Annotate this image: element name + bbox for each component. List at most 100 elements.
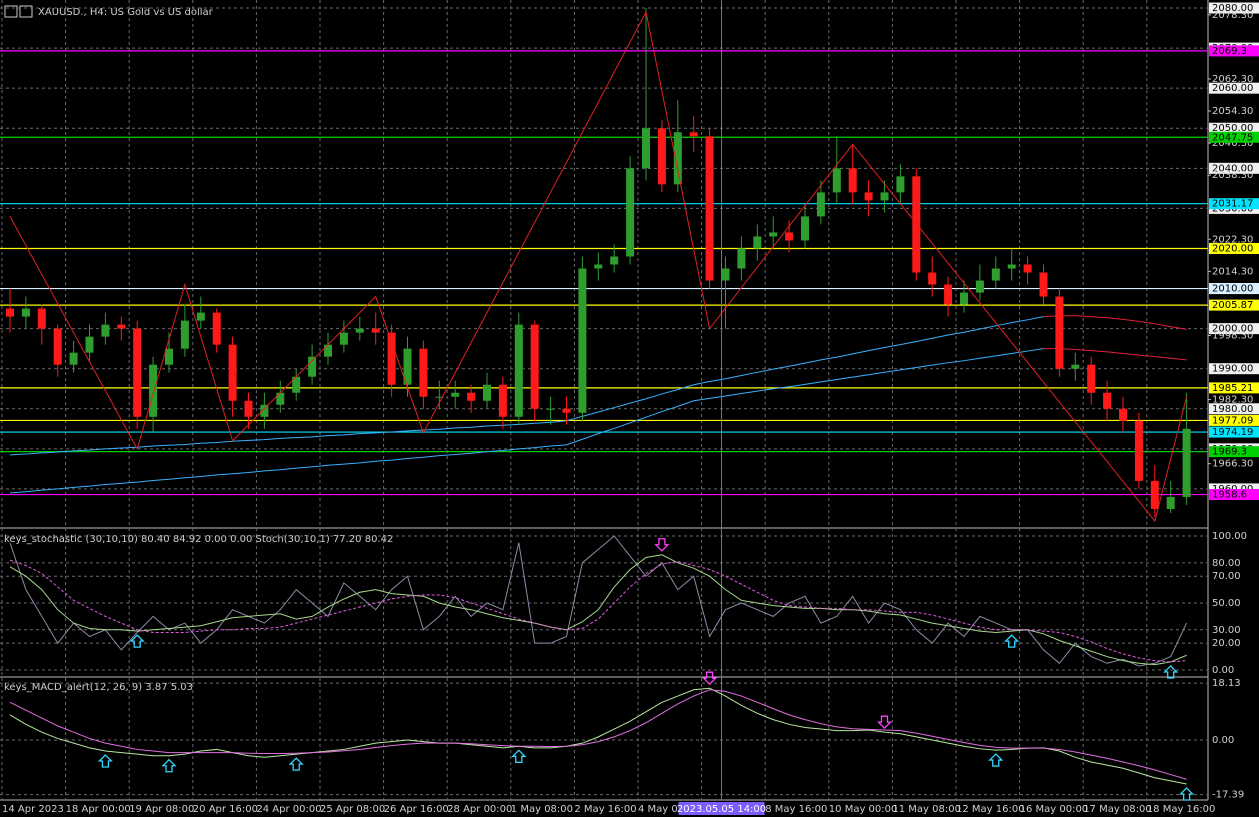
menu-icon[interactable]: [4, 5, 18, 18]
candle-body: [832, 168, 841, 193]
series-line: [1043, 348, 1187, 361]
x-tick-label: 28 Apr 00:00: [447, 804, 512, 815]
candle-body: [1055, 296, 1064, 369]
candle-body: [610, 256, 619, 265]
y-tick-label: 2060.00: [1212, 83, 1253, 94]
y-tick-box: [1209, 2, 1259, 14]
series-line: [9, 687, 1187, 785]
x-tick-label: 1 May 08:00: [511, 804, 573, 815]
level-box: [1209, 131, 1259, 143]
candle-body: [212, 312, 221, 345]
level-label: 1974.19: [1212, 427, 1253, 438]
candle-body: [657, 128, 666, 185]
candle-body: [864, 192, 873, 201]
candle-body: [37, 308, 46, 329]
candle-body: [753, 236, 762, 249]
level-label: 1985.21: [1212, 383, 1253, 394]
candle-body: [85, 336, 94, 353]
candle-body: [626, 168, 635, 257]
candle-body: [530, 324, 539, 409]
level-box: [1209, 489, 1259, 501]
candle-body: [1103, 392, 1112, 409]
candle-body: [451, 392, 460, 397]
y-tick-label: 1966.30: [1212, 459, 1253, 470]
buy-arrow: [1004, 634, 1020, 648]
y-tick-box: [1209, 162, 1259, 174]
y-tick-box: [1209, 82, 1259, 94]
series-line: [9, 689, 1187, 780]
candle-body: [562, 408, 571, 413]
x-tick-label: 17 May 08:00: [1083, 804, 1152, 815]
buy-arrow: [129, 634, 145, 648]
candle-body: [1007, 264, 1016, 269]
level-label: 1977.09: [1212, 415, 1253, 426]
y-tick-box: [1209, 323, 1259, 335]
level-box: [1209, 45, 1259, 57]
candle-body: [308, 356, 317, 377]
chart-title: XAUUSD., H4: US Gold vs US dollar: [38, 7, 214, 18]
candle-body: [1023, 264, 1032, 273]
x-tick-label: 14 Apr 2023: [2, 804, 64, 815]
y-tick-label: 20.00: [1212, 638, 1241, 649]
level-label: 2005.87: [1212, 300, 1253, 311]
y-tick-label: 80.00: [1212, 558, 1241, 569]
y-tick-label: 1990.00: [1212, 364, 1253, 375]
x-tick-label: 18 May 16:00: [1147, 804, 1216, 815]
y-tick-label: 2022.30: [1212, 234, 1253, 245]
series-line: [9, 559, 1187, 663]
panel-title: keys_stochastic (30,10,10) 80.40 84.92 0…: [4, 534, 393, 545]
candle-body: [165, 348, 173, 365]
y-tick-label: 2050.00: [1212, 123, 1253, 134]
y-tick-label: 18.13: [1212, 678, 1241, 689]
candle-body: [117, 324, 126, 329]
zigzag-line: [9, 10, 1188, 523]
level-label: 1969.3: [1212, 447, 1247, 458]
candle-body: [816, 192, 825, 217]
candle-body: [483, 384, 491, 401]
candle-body: [1182, 428, 1191, 497]
candle-body: [928, 272, 937, 285]
candle-body: [546, 408, 555, 410]
level-box: [1209, 242, 1259, 254]
candle-body: [848, 168, 857, 193]
candle-body: [705, 136, 714, 281]
level-box: [1209, 198, 1259, 210]
y-tick-box: [1209, 403, 1259, 415]
buy-arrow: [511, 749, 527, 763]
x-tick-label: 10 May 00:00: [829, 804, 898, 815]
x-tick-label: 26 Apr 16:00: [384, 804, 449, 815]
candle-body: [228, 344, 237, 401]
x-tick-label: 11 May 08:00: [892, 804, 961, 815]
candle-body: [276, 392, 285, 405]
candle-body: [387, 332, 396, 385]
x-tick-label: 8 May 16:00: [765, 804, 827, 815]
candle-body: [1071, 364, 1080, 369]
y-tick-label: 30.00: [1212, 625, 1241, 636]
y-tick-label: 2038.30: [1212, 170, 1253, 181]
sell-arrow: [876, 715, 893, 730]
buy-arrow: [1179, 787, 1195, 801]
y-tick-label: 2014.30: [1212, 266, 1253, 277]
candle-body: [912, 176, 921, 273]
level-box: [1209, 446, 1259, 458]
candle-body: [896, 176, 905, 193]
candle-body: [594, 264, 603, 269]
candle-body: [578, 268, 587, 413]
candle-body: [769, 232, 778, 237]
level-label: 2031.17: [1212, 199, 1253, 210]
level-label: 2010.00: [1212, 284, 1253, 295]
y-tick-box: [1209, 122, 1259, 134]
y-tick-label: 1980.00: [1212, 404, 1253, 415]
chart-icon[interactable]: [19, 5, 33, 18]
candle-body: [1166, 496, 1175, 509]
series-line: [9, 535, 1188, 667]
candle-body: [498, 384, 507, 417]
cursor-box: [678, 802, 765, 815]
candle-body: [244, 400, 253, 417]
candle-body: [180, 320, 189, 349]
y-tick-label: 0.00: [1212, 735, 1234, 746]
candle-body: [737, 248, 746, 269]
x-tick-label: 19 Apr 08:00: [129, 804, 194, 815]
candle-body: [1150, 480, 1159, 509]
